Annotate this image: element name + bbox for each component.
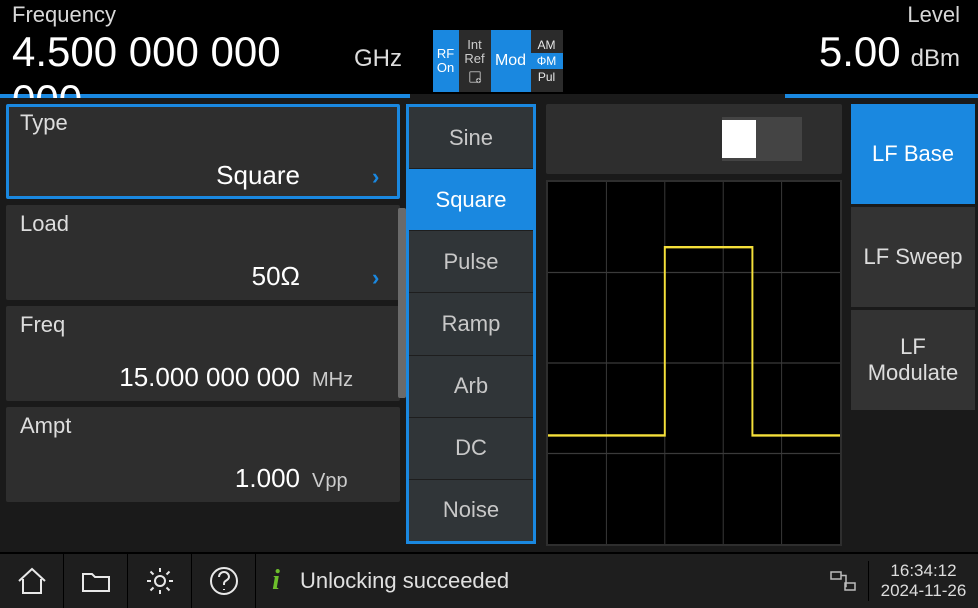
side-tab-lf-modulate[interactable]: LFModulate (851, 310, 975, 410)
rf-indicator[interactable]: RFOn (433, 30, 459, 92)
param-load[interactable]: Load 50Ω › (6, 205, 400, 300)
scrollbar-thumb[interactable] (398, 208, 406, 398)
level-block[interactable]: Level 5.00 dBm (785, 0, 978, 98)
home-icon (15, 564, 49, 598)
param-unit: MHz (312, 369, 360, 392)
param-label: Type (20, 110, 386, 136)
param-freq[interactable]: Freq 15.000 000 000 MHz (6, 306, 400, 401)
frequency-block[interactable]: Frequency 4.500 000 000 000 GHz (0, 0, 410, 98)
param-label: Ampt (20, 413, 386, 439)
param-list: Type Square › Load 50Ω › Freq 15.000 000 000 MHz… (0, 98, 400, 552)
time: 16:34:12 (875, 561, 972, 581)
dropdown-item-square[interactable]: Square (409, 169, 533, 231)
modlist-indicator[interactable]: AM ΦM Pul (531, 30, 563, 92)
plot-header (546, 104, 842, 174)
dropdown-item-ramp[interactable]: Ramp (409, 293, 533, 355)
side-tab-lf-base[interactable]: LF Base (851, 104, 975, 204)
param-value: 1.000 (235, 463, 300, 494)
status-message: Unlocking succeeded (296, 568, 818, 594)
network-icon (830, 571, 856, 591)
dropdown-item-arb[interactable]: Arb (409, 356, 533, 418)
help-button[interactable] (192, 554, 256, 608)
gear-icon (143, 564, 177, 598)
plot-area (536, 98, 848, 552)
side-tab-lf-sweep[interactable]: LF Sweep (851, 207, 975, 307)
param-type[interactable]: Type Square › (6, 104, 400, 199)
home-button[interactable] (0, 554, 64, 608)
note-icon (468, 70, 482, 84)
param-unit: Vpp (312, 470, 360, 493)
clock: 16:34:12 2024-11-26 (868, 561, 978, 601)
mod-indicator[interactable]: Mod (491, 30, 531, 92)
bottom-bar: i Unlocking succeeded 16:34:12 2024-11-2… (0, 552, 978, 608)
frequency-unit: GHz (354, 45, 402, 77)
param-value: 50Ω (252, 261, 300, 292)
dropdown-item-noise[interactable]: Noise (409, 480, 533, 541)
info-icon: i (256, 565, 296, 597)
network-button[interactable] (818, 571, 868, 591)
settings-button[interactable] (128, 554, 192, 608)
param-ampt[interactable]: Ampt 1.000 Vpp (6, 407, 400, 502)
param-value: 15.000 000 000 (119, 362, 300, 393)
level-unit: dBm (911, 45, 960, 77)
intref-indicator[interactable]: IntRef (459, 30, 491, 92)
date: 2024-11-26 (875, 581, 972, 601)
dropdown-item-sine[interactable]: Sine (409, 107, 533, 169)
chevron-right-icon: › (372, 265, 386, 291)
type-dropdown[interactable]: SineSquarePulseRampArbDCNoise (406, 104, 536, 544)
waveform-plot (546, 180, 842, 546)
param-label: Freq (20, 312, 386, 338)
param-value: Square (216, 160, 300, 191)
chevron-right-icon: › (372, 164, 386, 190)
side-tabs: LF BaseLF SweepLFModulate (848, 98, 978, 552)
dropdown-item-dc[interactable]: DC (409, 418, 533, 480)
frequency-label: Frequency (12, 2, 402, 28)
folder-icon (79, 564, 113, 598)
param-label: Load (20, 211, 386, 237)
indicator-cluster: RFOn IntRef Mod AM ΦM Pul (410, 0, 585, 94)
folder-button[interactable] (64, 554, 128, 608)
dropdown-item-pulse[interactable]: Pulse (409, 231, 533, 293)
level-value: 5.00 (819, 28, 901, 76)
help-icon (207, 564, 241, 598)
level-label: Level (907, 2, 960, 28)
waveform-thumbnail[interactable] (722, 117, 802, 161)
